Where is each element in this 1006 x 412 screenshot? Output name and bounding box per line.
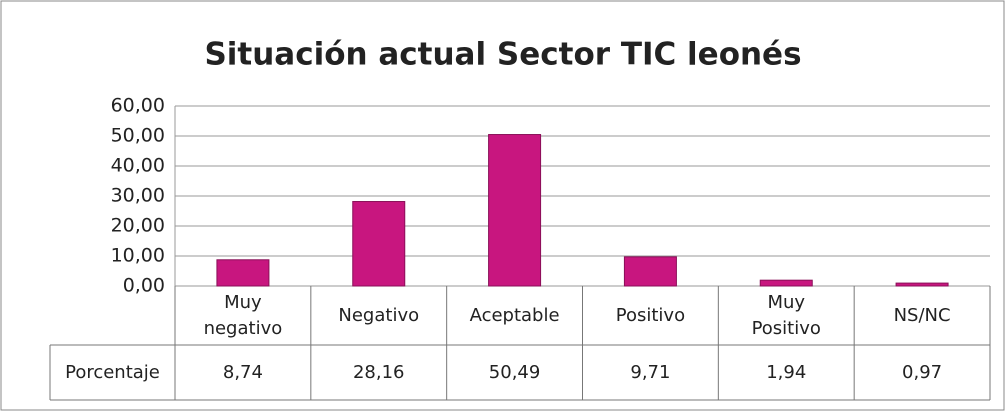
y-tick-label: 10,00 xyxy=(111,245,165,267)
x-tick-label: Aceptable xyxy=(469,304,560,326)
y-tick-label: 40,00 xyxy=(111,155,165,177)
data-table-value: 9,71 xyxy=(630,361,671,383)
data-table-value: 0,97 xyxy=(902,361,943,383)
y-tick-label: 20,00 xyxy=(111,215,165,237)
x-tick-label: NS/NC xyxy=(893,304,951,326)
y-tick-label: 0,00 xyxy=(123,275,165,297)
bar xyxy=(352,201,406,287)
y-tick-label: 60,00 xyxy=(111,95,165,117)
y-tick-label: 50,00 xyxy=(111,125,165,147)
chart-title: Situación actual Sector TIC leonés xyxy=(204,37,801,73)
bar xyxy=(623,256,677,287)
bar xyxy=(216,259,270,287)
series-name: Porcentaje xyxy=(65,361,160,383)
bar xyxy=(488,134,542,287)
x-tick-label: Negativo xyxy=(338,304,420,326)
data-table-value: 8,74 xyxy=(222,361,263,383)
x-tick-label: Positivo xyxy=(615,304,686,326)
data-table-value: 28,16 xyxy=(352,361,405,383)
data-table-value: 50,49 xyxy=(488,361,541,383)
bar xyxy=(895,282,949,287)
x-tick-label: Muy Positivo xyxy=(751,291,821,339)
bar xyxy=(759,279,813,287)
data-table-value: 1,94 xyxy=(766,361,807,383)
x-tick-label: Muy negativo xyxy=(203,291,283,339)
y-tick-label: 30,00 xyxy=(111,185,165,207)
